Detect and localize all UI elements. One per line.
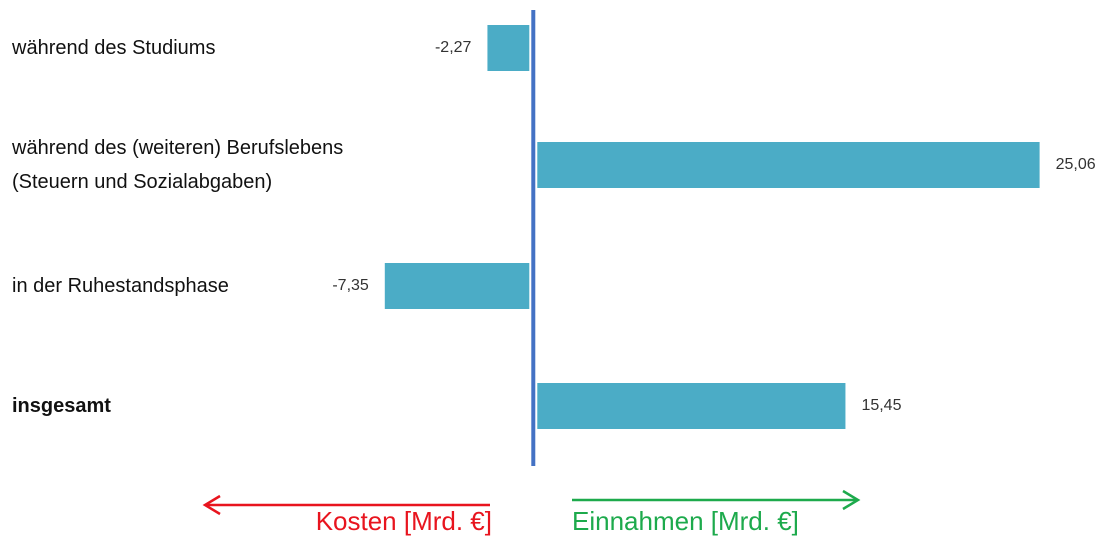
- category-label: während des Studiums: [12, 37, 216, 59]
- arrow-head: [202, 494, 221, 516]
- bar: [487, 25, 530, 71]
- category-label: in der Ruhestandsphase: [12, 275, 229, 297]
- axis-label-positive: Einnahmen [Mrd. €]: [572, 506, 799, 536]
- bar: [384, 263, 530, 309]
- category-label: während des (weiteren) Berufslebens (Ste…: [12, 137, 344, 193]
- axis-label-negative: Kosten [Mrd. €]: [315, 506, 492, 536]
- bar: [537, 383, 846, 429]
- value-label: -7,35: [332, 277, 369, 294]
- value-label: -2,27: [434, 39, 472, 56]
- arrow-head: [842, 489, 861, 511]
- value-label: 25,06: [1055, 156, 1096, 173]
- category-label: insgesamt: [12, 395, 111, 417]
- bar: [537, 142, 1040, 188]
- value-label: 15,45: [861, 397, 902, 414]
